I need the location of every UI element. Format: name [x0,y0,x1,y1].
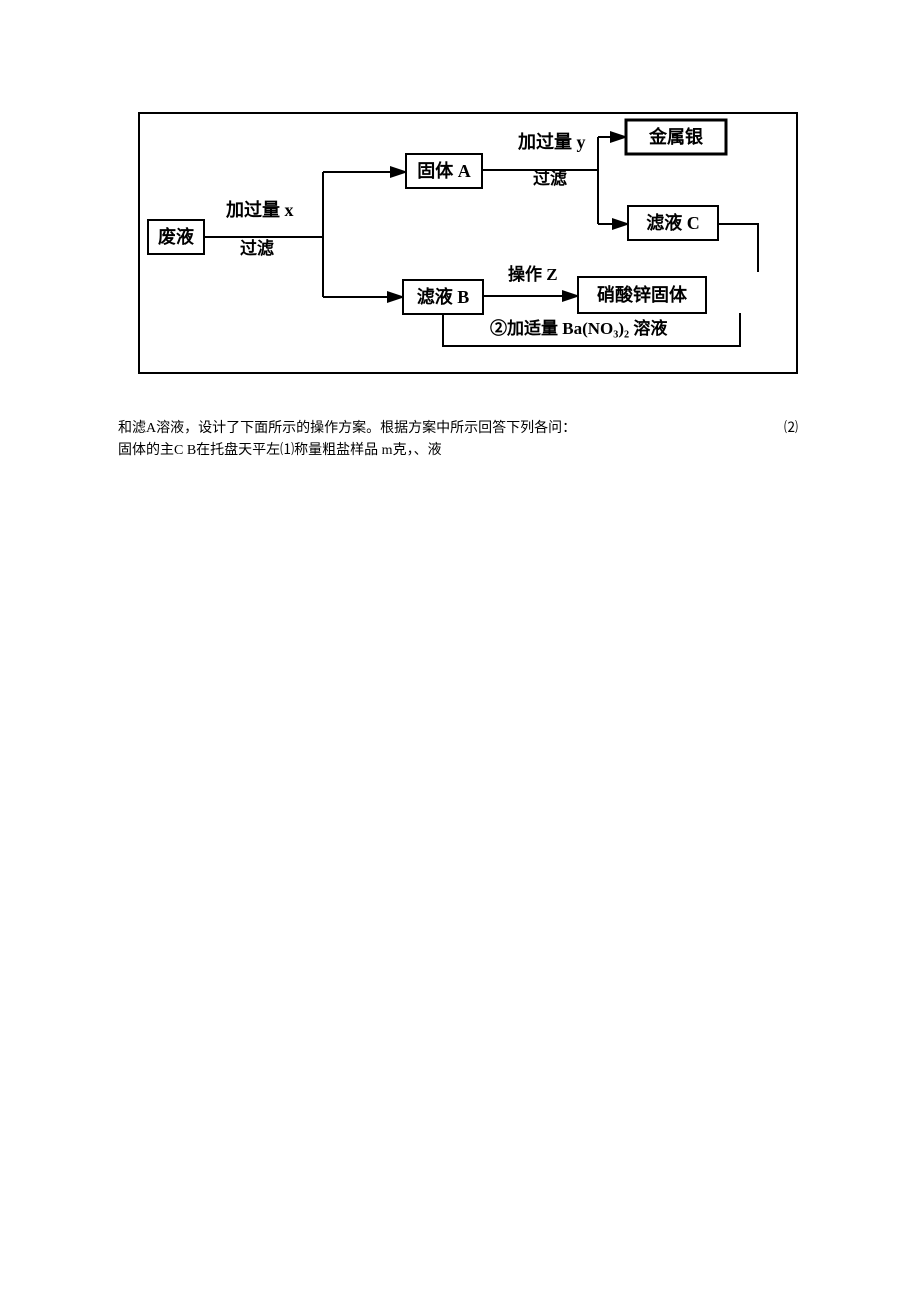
edge-label: 过滤 [240,238,274,258]
edge-label: ②加适量 Ba(NO₃)₂ 溶液 [490,318,667,338]
node-filtC: 滤液 C [646,212,700,233]
body-text: 和滤A溶液，设计了下面所示的操作方案。根据方案中所示回答下列各问： ⑵ 固体的主… [118,418,788,463]
flowchart-diagram: 废液 固体 A 滤液 B 金属银滤液 C 硝酸锌固体 加过量 x 过滤 加过量 y 过滤操作 Z… [138,112,798,392]
edge-label: 操作 Z [508,264,558,284]
node-solidA: 固体 A [417,160,471,181]
question-number-2: ⑵ [784,418,798,440]
text-line-1: 和滤A溶液，设计了下面所示的操作方案。根据方案中所示回答下列各问： [118,418,788,440]
edge-label: 过滤 [533,168,567,188]
node-waste: 废液 [158,226,195,247]
flowchart-svg: 废液 固体 A 滤液 B 金属银滤液 C 硝酸锌固体 加过量 x 过滤 加过量 y 过滤操作 Z… [138,112,798,392]
node-znno3: 硝酸锌固体 [597,284,688,305]
edge-label: 加过量 y [517,131,586,152]
node-filtB: 滤液 B [417,286,470,307]
node-silver: 金属银 [648,126,704,147]
text-line-2: 固体的主C B在托盘天平左⑴称量粗盐样品 m克，、液 [118,440,788,462]
edge-label: 加过量 x [225,199,294,220]
